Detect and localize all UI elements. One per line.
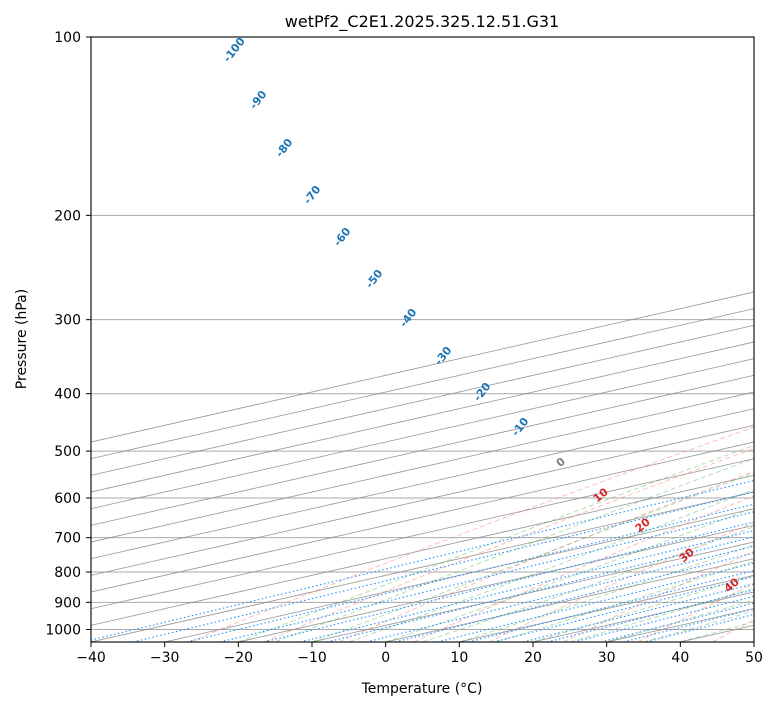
mixing-ratio-line [366,545,754,642]
isotherm-line [91,291,754,443]
moist-adiabat [459,544,754,642]
y-axis-ticks: 100 200 300 400 500 600 700 800 900 1000 [45,30,91,638]
moist-adiabat [311,472,754,642]
isotherm-line [91,474,754,626]
isotherm-line [164,508,754,642]
dry-adiabat [488,521,754,642]
isotherm-line [91,408,754,560]
x-tick-label: 30 [598,650,616,666]
x-tick-label: −20 [224,650,254,666]
y-tick-label: 800 [54,565,81,581]
moist-adiabat [532,575,754,642]
isotherm-line [91,458,754,610]
y-tick-label: 400 [54,387,81,403]
chart-title: wetPf2_C2E1.2025.325.12.51.G31 [285,12,559,32]
isobar-grid [91,37,754,630]
mixing-ratio-line [91,479,754,641]
y-tick-label: 600 [54,491,81,507]
x-tick-label: 10 [450,650,468,666]
isotherm-line [91,308,754,460]
mixing-ratio-line [395,552,754,642]
x-tick-label: 0 [381,650,390,666]
y-tick-label: 1000 [45,622,81,638]
moist-adiabat [422,526,754,642]
isotherm-line [238,524,754,642]
moist-adiabat [238,444,754,642]
moist-adiabats [238,444,754,642]
x-tick-label: 40 [671,650,689,666]
isotherm-grid [91,291,754,642]
dry-adiabat [264,447,754,642]
mixing-ratio-lines [91,479,754,642]
x-tick-label: −30 [150,650,180,666]
y-tick-label: 300 [54,313,81,329]
y-axis-label: Pressure (hPa) [14,289,30,389]
x-tick-label: −40 [76,650,106,666]
dry-adiabat [637,582,754,642]
y-tick-label: 500 [54,444,81,460]
x-tick-label: 20 [524,650,542,666]
x-axis-label: Temperature (°C) [361,681,483,697]
y-tick-label: 200 [54,208,81,224]
moist-adiabat [348,488,754,642]
mixing-ratio-line [522,583,754,642]
isotherm-line [91,391,754,543]
mixing-ratio-line [493,575,754,642]
plot-area: 0.10.20.40.611.52346810131620253036-100-… [91,37,754,642]
x-tick-label: 50 [745,650,763,666]
y-tick-label: 700 [54,531,81,547]
dry-adiabat [189,426,754,642]
mixing-ratio-line [437,562,754,642]
mixing-ratio-line [132,491,754,642]
mixing-ratio-line [263,521,754,642]
y-tick-label: 900 [54,595,81,611]
y-tick-label: 100 [54,30,81,46]
isotherm-line [91,441,754,593]
plot-frame [90,36,755,643]
isotherm-line [91,424,754,576]
isotherm-line [91,324,754,476]
isotherm-line [91,491,754,642]
x-tick-label: −10 [297,650,327,666]
mixing-ratio-line [468,569,754,642]
x-axis-ticks: −40 −30 −20 −10 0 10 20 30 40 50 [76,642,763,666]
